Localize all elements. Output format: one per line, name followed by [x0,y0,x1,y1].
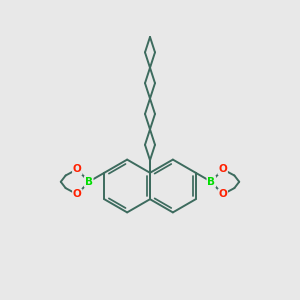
Text: B: B [85,177,93,187]
Text: B: B [207,177,215,187]
Text: O: O [73,189,82,200]
Text: O: O [218,164,227,174]
Text: O: O [73,164,82,174]
Text: O: O [218,189,227,200]
